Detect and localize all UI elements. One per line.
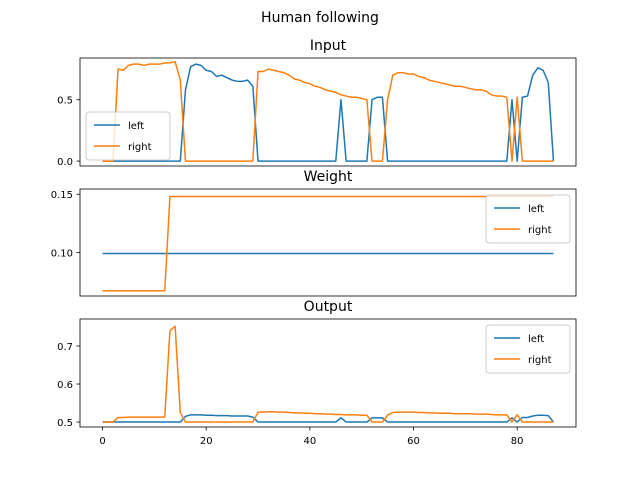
legend: left right [485,324,571,374]
legend-label-right: right [528,355,552,366]
y-tick-label: 0.7 [57,342,73,353]
legend-box [85,111,171,161]
y-tick-label: 0.5 [57,418,73,429]
y-tick-label: 0.10 [51,248,73,259]
y-tick-label: 0.5 [57,96,73,107]
panel-title: Input [310,38,347,54]
panel-title: Weight [304,169,353,185]
legend-label-left: left [528,204,544,215]
legend-label-right: right [128,142,152,153]
series-line-right [102,60,554,162]
legend-label-right: right [528,225,552,236]
panel-weight: Weight 0.10 0.15 left right [51,169,577,297]
series-line-right [102,325,554,423]
axes-frame [79,57,577,167]
x-tick-label: 0 [99,436,105,447]
y-tick-label: 0.0 [57,157,73,168]
x-tick-label: 40 [303,436,316,447]
figure-suptitle: Human following [261,10,379,26]
legend-label-left: left [528,334,544,345]
series-line-left [102,414,555,423]
axes-frame [79,318,577,428]
legend: left right [85,111,171,161]
legend-box [485,194,571,244]
series-line-right [102,195,554,292]
legend-box [485,324,571,374]
panel-title: Output [304,299,353,315]
axes-frame [79,188,577,297]
x-tick-label: 20 [200,436,213,447]
panel-input: Input 0.0 0.5 left right [57,38,577,168]
y-tick-label: 0.15 [51,190,73,201]
x-tick-label: 60 [407,436,420,447]
legend-label-left: left [128,121,144,132]
y-tick-label: 0.6 [57,380,73,391]
series-line-left [102,63,555,162]
legend: left right [485,194,571,244]
panel-output: Output 0.5 0.6 0.7 0 20 40 60 80 left right [57,299,577,447]
x-tick-label: 80 [511,436,524,447]
